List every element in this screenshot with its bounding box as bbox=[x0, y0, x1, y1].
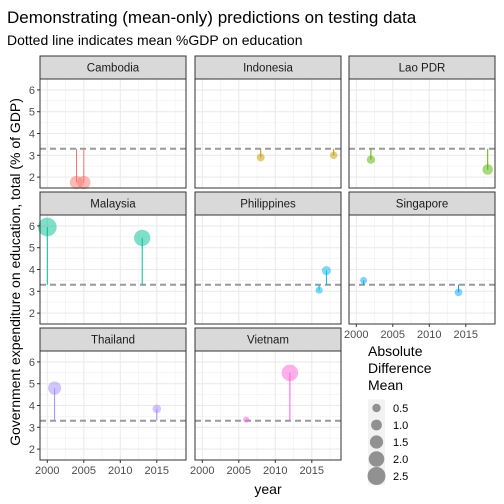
data-point bbox=[482, 164, 493, 175]
legend-key-background bbox=[368, 433, 385, 451]
panel-singapore: Singapore 2000 2005 2010 2015 bbox=[344, 191, 496, 341]
x-tick-label: 2010 bbox=[108, 465, 132, 477]
strip-label: Philippines bbox=[240, 199, 296, 211]
data-point bbox=[152, 404, 162, 414]
data-point bbox=[321, 266, 331, 276]
legend-key-background bbox=[368, 416, 385, 434]
x-tick-label: 2015 bbox=[300, 465, 324, 477]
panel-border bbox=[194, 78, 342, 189]
legend-label: 1.0 bbox=[393, 420, 408, 432]
y-tick-label: 3 bbox=[29, 150, 35, 162]
chart-title: Demonstrating (mean-only) predictions on… bbox=[7, 8, 417, 27]
y-tick-label: 6 bbox=[29, 221, 35, 233]
panel-vietnam: Vietnam 2000 2005 2010 2015 bbox=[190, 327, 342, 477]
data-point bbox=[77, 175, 91, 190]
legend-label: 2.5 bbox=[393, 471, 408, 483]
legend-key-circle bbox=[369, 435, 384, 449]
strip-label: Cambodia bbox=[87, 63, 140, 75]
x-tick-label: 2000 bbox=[35, 465, 59, 477]
chart-subtitle: Dotted line indicates mean %GDP on educa… bbox=[7, 32, 302, 48]
legend-key-circle bbox=[367, 467, 386, 485]
x-tick-label: 2005 bbox=[227, 465, 251, 477]
y-tick-label: 2 bbox=[29, 308, 35, 320]
y-tick-label: 3 bbox=[29, 422, 35, 434]
legend-key-background bbox=[368, 450, 385, 468]
y-tick-label: 5 bbox=[29, 107, 35, 119]
data-point bbox=[454, 288, 463, 297]
legend-title-line: Absolute bbox=[368, 343, 423, 359]
legend-key-circle bbox=[371, 419, 382, 431]
legend-key-background bbox=[368, 399, 385, 417]
y-tick-label: 5 bbox=[29, 379, 35, 391]
panel-border bbox=[348, 214, 496, 325]
y-tick-label: 4 bbox=[29, 129, 35, 141]
panel-philippines: Philippines bbox=[194, 191, 342, 325]
data-point bbox=[134, 229, 151, 247]
panel-indonesia: Indonesia bbox=[194, 55, 342, 189]
y-tick-label: 4 bbox=[29, 265, 35, 277]
legend-label: 2.0 bbox=[393, 454, 408, 466]
legend-key-circle bbox=[372, 403, 381, 413]
data-point bbox=[48, 381, 62, 395]
panel-malaysia: Malaysia 2 3 4 5 6 bbox=[29, 191, 187, 325]
strip-label: Malaysia bbox=[90, 199, 136, 211]
data-point bbox=[256, 153, 265, 162]
facet-panels: Cambodia 2 3 4 5 6 Indonesia Lao PDR Malaysia 2 3 4… bbox=[29, 55, 496, 477]
y-tick-label: 2 bbox=[29, 172, 35, 184]
strip-label: Vietnam bbox=[247, 335, 289, 347]
x-tick-label: 2005 bbox=[381, 329, 405, 341]
data-point bbox=[329, 151, 338, 160]
strip-label: Thailand bbox=[91, 335, 135, 347]
y-tick-label: 4 bbox=[29, 401, 35, 413]
y-tick-label: 5 bbox=[29, 243, 35, 255]
x-tick-label: 2000 bbox=[190, 465, 214, 477]
legend-label: 1.5 bbox=[393, 437, 408, 449]
data-point bbox=[242, 416, 250, 423]
x-axis-title: year bbox=[254, 481, 282, 497]
y-tick-label: 2 bbox=[29, 444, 35, 456]
x-tick-label: 2010 bbox=[417, 329, 441, 341]
y-tick-label: 6 bbox=[29, 357, 35, 369]
legend-title-line: Mean bbox=[368, 377, 403, 393]
panel-border bbox=[194, 214, 342, 325]
x-tick-label: 2015 bbox=[145, 465, 169, 477]
y-tick-label: 3 bbox=[29, 286, 35, 298]
legend-title-line: Difference bbox=[368, 360, 432, 376]
panel-lao-pdr: Lao PDR bbox=[348, 55, 496, 189]
panel-thailand: Thailand 2 3 4 5 6 2000 2005 2010 2015 bbox=[29, 327, 187, 477]
data-point bbox=[37, 217, 57, 237]
x-tick-label: 2000 bbox=[344, 329, 368, 341]
data-point bbox=[315, 286, 323, 294]
x-tick-label: 2015 bbox=[454, 329, 478, 341]
data-point bbox=[366, 155, 376, 164]
legend-key-circle bbox=[368, 451, 385, 467]
panel-border bbox=[348, 78, 496, 189]
legend-key-background bbox=[368, 467, 385, 485]
x-tick-label: 2010 bbox=[263, 465, 287, 477]
data-point bbox=[281, 364, 299, 382]
y-axis-title: Government expenditure on education, tot… bbox=[7, 98, 23, 446]
x-tick-label: 2005 bbox=[72, 465, 96, 477]
strip-label: Indonesia bbox=[243, 63, 293, 75]
data-point bbox=[360, 276, 368, 284]
y-tick-label: 6 bbox=[29, 85, 35, 97]
legend-label: 0.5 bbox=[393, 403, 408, 415]
panel-border bbox=[194, 350, 342, 461]
strip-label: Singapore bbox=[396, 199, 448, 211]
panel-cambodia: Cambodia 2 3 4 5 6 bbox=[29, 55, 187, 190]
strip-label: Lao PDR bbox=[399, 63, 446, 75]
